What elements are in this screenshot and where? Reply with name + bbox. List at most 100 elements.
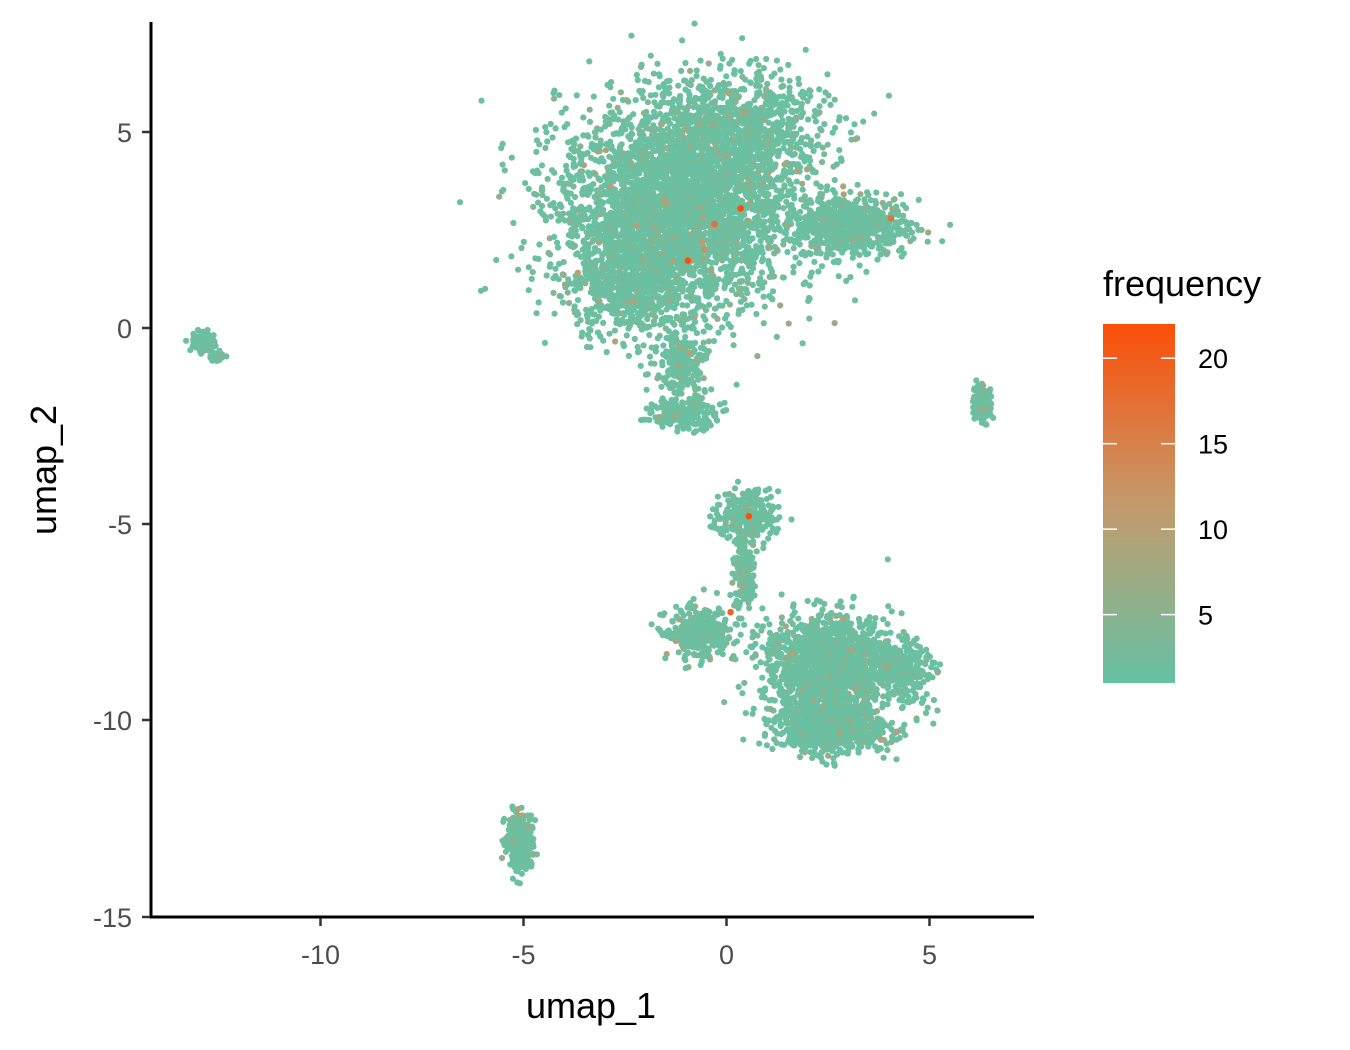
data-point — [616, 158, 623, 165]
data-point — [785, 162, 793, 169]
data-point — [653, 102, 660, 110]
data-point — [717, 62, 724, 69]
data-point — [590, 236, 597, 244]
data-point — [679, 238, 686, 245]
data-point — [772, 176, 780, 183]
data-point — [835, 273, 842, 280]
data-point — [666, 228, 673, 235]
data-point — [694, 189, 701, 196]
data-point — [638, 128, 645, 136]
data-point — [639, 88, 646, 95]
data-point — [628, 124, 635, 131]
data-point — [649, 229, 656, 237]
data-point — [695, 172, 703, 180]
data-point — [628, 143, 635, 150]
data-point — [533, 310, 540, 317]
data-point — [650, 219, 657, 226]
data-point — [571, 193, 579, 201]
data-point — [778, 76, 785, 83]
data-point — [626, 203, 633, 210]
data-point — [833, 161, 840, 168]
data-point — [712, 141, 719, 148]
data-point — [663, 236, 670, 243]
data-point — [762, 99, 769, 106]
data-point — [801, 193, 809, 200]
data-point — [717, 166, 725, 173]
data-point — [655, 157, 662, 164]
data-point — [618, 181, 626, 188]
data-point — [730, 331, 737, 339]
data-point — [771, 250, 778, 257]
data-point — [645, 78, 652, 86]
data-point — [753, 82, 760, 89]
data-point — [684, 136, 691, 143]
data-point — [741, 143, 748, 150]
data-point — [767, 182, 774, 189]
data-point — [615, 213, 622, 220]
data-point — [528, 275, 535, 282]
data-point — [646, 331, 653, 339]
data-point — [754, 287, 761, 294]
data-point — [544, 175, 551, 183]
data-point — [835, 117, 843, 124]
data-point — [755, 62, 762, 69]
data-point — [924, 238, 931, 245]
data-point — [589, 229, 596, 236]
data-point — [725, 320, 732, 328]
data-point — [501, 167, 508, 174]
data-point — [633, 209, 641, 216]
data-point — [642, 214, 649, 222]
data-point — [675, 82, 682, 89]
data-point — [799, 340, 806, 347]
data-point — [498, 188, 505, 195]
data-point — [625, 352, 633, 359]
data-point — [677, 92, 684, 100]
data-point — [873, 189, 880, 196]
data-point — [628, 159, 635, 167]
data-point — [710, 338, 718, 345]
data-point — [761, 218, 768, 225]
data-point — [720, 211, 727, 218]
data-point — [552, 125, 559, 132]
data-point — [733, 165, 740, 172]
data-point — [772, 97, 779, 104]
data-point — [607, 84, 614, 91]
data-point — [804, 174, 811, 181]
data-point — [790, 185, 797, 192]
data-point — [572, 227, 580, 234]
data-point — [533, 191, 540, 198]
data-point — [904, 232, 911, 239]
data-point — [642, 116, 649, 123]
data-point — [543, 195, 551, 202]
data-point — [697, 268, 704, 275]
data-point — [618, 130, 625, 137]
data-point — [549, 134, 556, 141]
data-point — [700, 75, 707, 82]
data-point — [702, 316, 709, 323]
data-point — [716, 302, 723, 309]
data-point — [810, 147, 817, 155]
data-point — [735, 285, 742, 292]
data-point — [829, 129, 836, 136]
data-point — [644, 136, 651, 143]
data-point — [852, 136, 859, 143]
data-point — [551, 87, 558, 94]
data-point — [671, 229, 678, 236]
data-point — [762, 112, 769, 119]
data-point — [762, 210, 769, 217]
data-point — [793, 161, 800, 168]
data-point — [744, 259, 751, 266]
data-point — [660, 81, 667, 88]
data-point — [649, 140, 656, 147]
data-point — [867, 197, 875, 204]
data-point — [588, 186, 595, 193]
data-point — [836, 147, 843, 154]
data-point — [766, 273, 773, 280]
data-point — [770, 273, 778, 280]
data-point — [566, 181, 574, 188]
data-point — [767, 265, 774, 272]
data-point — [753, 250, 761, 257]
data-point — [625, 179, 632, 186]
data-point — [641, 144, 648, 151]
data-point — [628, 32, 635, 39]
